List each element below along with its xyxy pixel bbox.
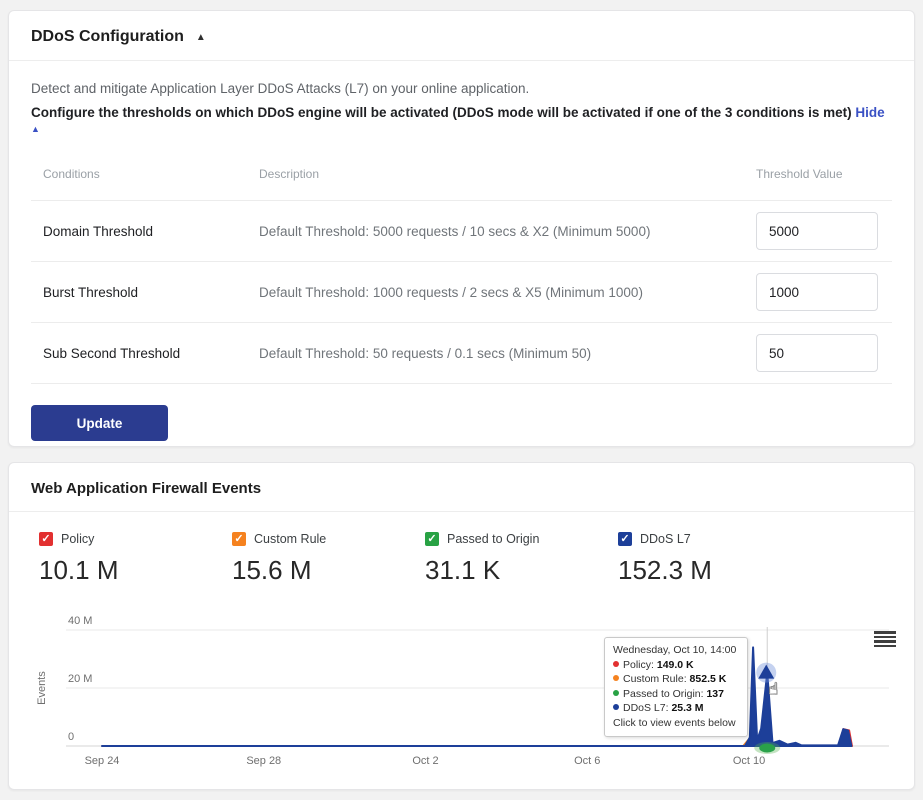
chart-context-menu-icon[interactable] [874, 631, 896, 647]
tooltip-title: Wednesday, Oct 10, 14:00 [613, 644, 737, 656]
collapse-arrow-icon[interactable]: ▲ [195, 31, 206, 43]
tooltip-row-passed-to-origin: Passed to Origin: 137 [613, 687, 739, 702]
policy-checkbox[interactable]: ✓ [39, 532, 53, 546]
ddos-l7-total-value: 152.3 M [618, 555, 712, 585]
legend-item-custom-rule: ✓ Custom Rule 15.6 M [232, 532, 425, 586]
legend-label: DDoS L7 [640, 532, 691, 546]
condition-label: Burst Threshold [43, 284, 139, 300]
ddos-intro-text: Detect and mitigate Application Layer DD… [31, 81, 530, 96]
svg-text:Events: Events [36, 671, 48, 705]
passed-to-origin-total-value: 31.1 K [425, 555, 501, 585]
condition-label: Domain Threshold [43, 223, 154, 239]
custom-rule-total-value: 15.6 M [232, 555, 312, 585]
ddos-l7-checkbox[interactable]: ✓ [618, 532, 632, 546]
tooltip-row-custom-rule: Custom Rule: 852.5 K [613, 672, 739, 687]
legend-label: Custom Rule [254, 532, 327, 546]
tooltip-label: Policy [623, 658, 652, 671]
tooltip-value: 149.0 K [656, 658, 694, 671]
svg-text:Sep 28: Sep 28 [246, 755, 281, 767]
svg-text:Oct 6: Oct 6 [574, 755, 600, 767]
legend-item-policy: ✓ Policy 10.1 M [39, 532, 232, 586]
custom-rule-dot-icon [613, 675, 619, 681]
thresholds-table: Conditions Description Threshold Value D… [31, 161, 892, 384]
ddos-card-body: Detect and mitigate Application Layer DD… [9, 61, 914, 441]
tooltip-label: Passed to Origin [623, 687, 701, 700]
svg-text:Sep 24: Sep 24 [85, 755, 120, 767]
svg-text:Oct 10: Oct 10 [733, 755, 765, 767]
hide-arrow-icon[interactable]: ▲ [31, 124, 40, 134]
table-row-sub-second-threshold: Sub Second Threshold Default Threshold: … [31, 323, 892, 384]
col-header-description: Description [259, 167, 320, 181]
condition-description: Default Threshold: 1000 requests / 2 sec… [259, 284, 643, 300]
update-button[interactable]: Update [31, 405, 168, 441]
condition-description: Default Threshold: 5000 requests / 10 se… [259, 223, 651, 239]
events-chart-svg[interactable]: 0 20 M 40 M Events Sep 24 Sep 28 Oct 2 Oct 6 Oct… [9, 601, 916, 791]
table-row-burst-threshold: Burst Threshold Default Threshold: 1000 … [31, 262, 892, 323]
condition-description: Default Threshold: 50 requests / 0.1 sec… [259, 345, 592, 361]
waf-card-header: Web Application Firewall Events [9, 463, 914, 512]
policy-total-value: 10.1 M [39, 555, 119, 585]
waf-card-title: Web Application Firewall Events [31, 480, 262, 497]
config-note-text: Configure the thresholds on which DDoS e… [31, 105, 852, 120]
tooltip-label: Custom Rule [623, 673, 684, 685]
events-chart[interactable]: 0 20 M 40 M Events Sep 24 Sep 28 Oct 2 Oct 6 Oct… [9, 601, 916, 791]
tooltip-value: 137 [706, 687, 724, 700]
ddos-configuration-card: DDoS Configuration ▲ Detect and mitigate… [8, 10, 915, 447]
waf-events-card: Web Application Firewall Events ✓ Policy… [8, 462, 915, 790]
waf-legend: ✓ Policy 10.1 M ✓ Custom Rule 15.6 M ✓ P… [9, 512, 914, 586]
table-row-domain-threshold: Domain Threshold Default Threshold: 5000… [31, 201, 892, 262]
svg-text:40 M: 40 M [68, 615, 92, 627]
ddos-l7-dot-icon [613, 704, 619, 710]
ddos-card-title: DDoS Configuration [31, 28, 184, 45]
legend-item-ddos-l7: ✓ DDoS L7 152.3 M [618, 532, 811, 586]
hide-link[interactable]: Hide [855, 105, 885, 120]
passed-to-origin-checkbox[interactable]: ✓ [425, 532, 439, 546]
tooltip-value: 25.3 M [671, 702, 704, 714]
ddos-card-header: DDoS Configuration ▲ [9, 11, 914, 61]
svg-text:☝: ☝ [768, 680, 778, 700]
tooltip-label: DDoS L7 [623, 702, 666, 714]
burst-threshold-input[interactable] [756, 273, 878, 311]
svg-text:Oct 2: Oct 2 [412, 755, 438, 767]
custom-rule-checkbox[interactable]: ✓ [232, 532, 246, 546]
sub-second-threshold-input[interactable] [756, 334, 878, 372]
svg-text:20 M: 20 M [68, 673, 92, 685]
tooltip-value: 852.5 K [689, 673, 727, 685]
condition-label: Sub Second Threshold [43, 345, 181, 361]
policy-dot-icon [613, 660, 619, 667]
col-header-conditions: Conditions [43, 167, 100, 181]
svg-text:0: 0 [68, 731, 74, 743]
tooltip-row-ddos-l7: DDoS L7: 25.3 M [613, 701, 739, 716]
ddos-config-note: Configure the thresholds on which DDoS e… [31, 105, 892, 135]
domain-threshold-input[interactable] [756, 212, 878, 250]
tooltip-footer: Click to view events below [613, 716, 736, 729]
col-header-threshold-value: Threshold Value [756, 167, 843, 181]
legend-item-passed-to-origin: ✓ Passed to Origin 31.1 K [425, 532, 618, 586]
legend-label: Policy [61, 532, 95, 546]
passed-to-origin-dot-icon [613, 689, 619, 696]
legend-label: Passed to Origin [447, 532, 540, 546]
thresholds-table-header: Conditions Description Threshold Value [31, 161, 892, 201]
chart-tooltip: Wednesday, Oct 10, 14:00 Policy: 149.0 K… [604, 637, 748, 737]
tooltip-row-policy: Policy: 149.0 K [613, 658, 739, 673]
